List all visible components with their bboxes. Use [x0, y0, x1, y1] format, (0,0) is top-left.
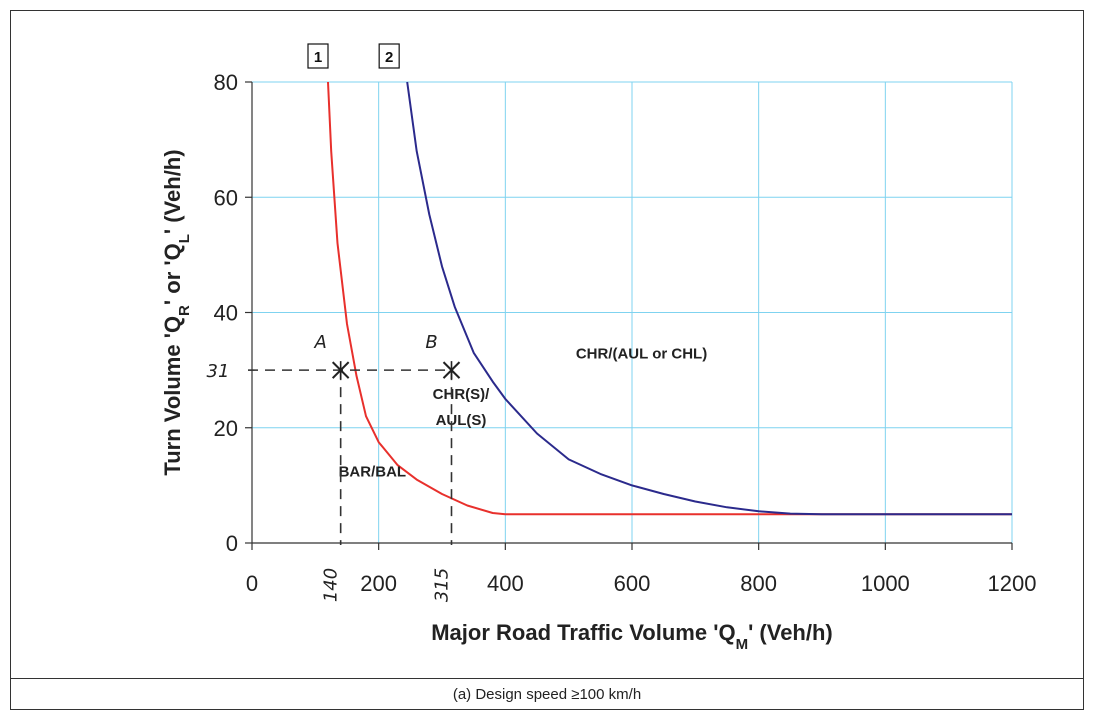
curve-label-text: 1	[314, 49, 322, 66]
figure-caption: (a) Design speed ≥100 km/h	[10, 678, 1084, 710]
curve-label-text: 2	[385, 49, 393, 66]
x-tick-label: 200	[360, 571, 397, 596]
x-tick-label: 1000	[861, 571, 910, 596]
x-mark-label: 140	[321, 568, 342, 602]
point-label: B	[425, 332, 437, 353]
figure-frame	[10, 10, 1084, 710]
curve-1	[327, 81, 1012, 516]
point-label: A	[314, 332, 327, 353]
x-tick-label: 800	[740, 571, 777, 596]
x-tick-label: 1200	[988, 571, 1037, 596]
x-tick-label: 0	[246, 571, 258, 596]
region-label: CHR(S)/	[433, 386, 490, 403]
curve-label-box	[378, 43, 400, 69]
y-tick-label: 40	[214, 301, 238, 326]
y-tick-label: 0	[226, 531, 238, 556]
y-axis-title: Turn Volume 'QR' or 'QL' (Veh/h)	[160, 149, 193, 475]
x-tick-label: 400	[487, 571, 524, 596]
x-mark-label: 315	[432, 568, 453, 602]
region-label: AUL(S)	[436, 412, 487, 429]
x-tick-label: 600	[614, 571, 651, 596]
y-tick-label: 60	[214, 185, 238, 210]
y-tick-label: 20	[214, 416, 238, 441]
curve-2	[406, 81, 1012, 516]
region-label: CHR/(AUL or CHL)	[576, 346, 707, 363]
region-label: BAR/BAL	[339, 464, 407, 481]
y-tick-label: 80	[214, 70, 238, 95]
caption-text: (a) Design speed ≥100 km/h	[452, 686, 642, 703]
curve-label-box	[307, 43, 329, 69]
x-axis-title: Major Road Traffic Volume 'QM' (Veh/h)	[431, 620, 833, 653]
y-mark-label: 31	[207, 361, 230, 382]
